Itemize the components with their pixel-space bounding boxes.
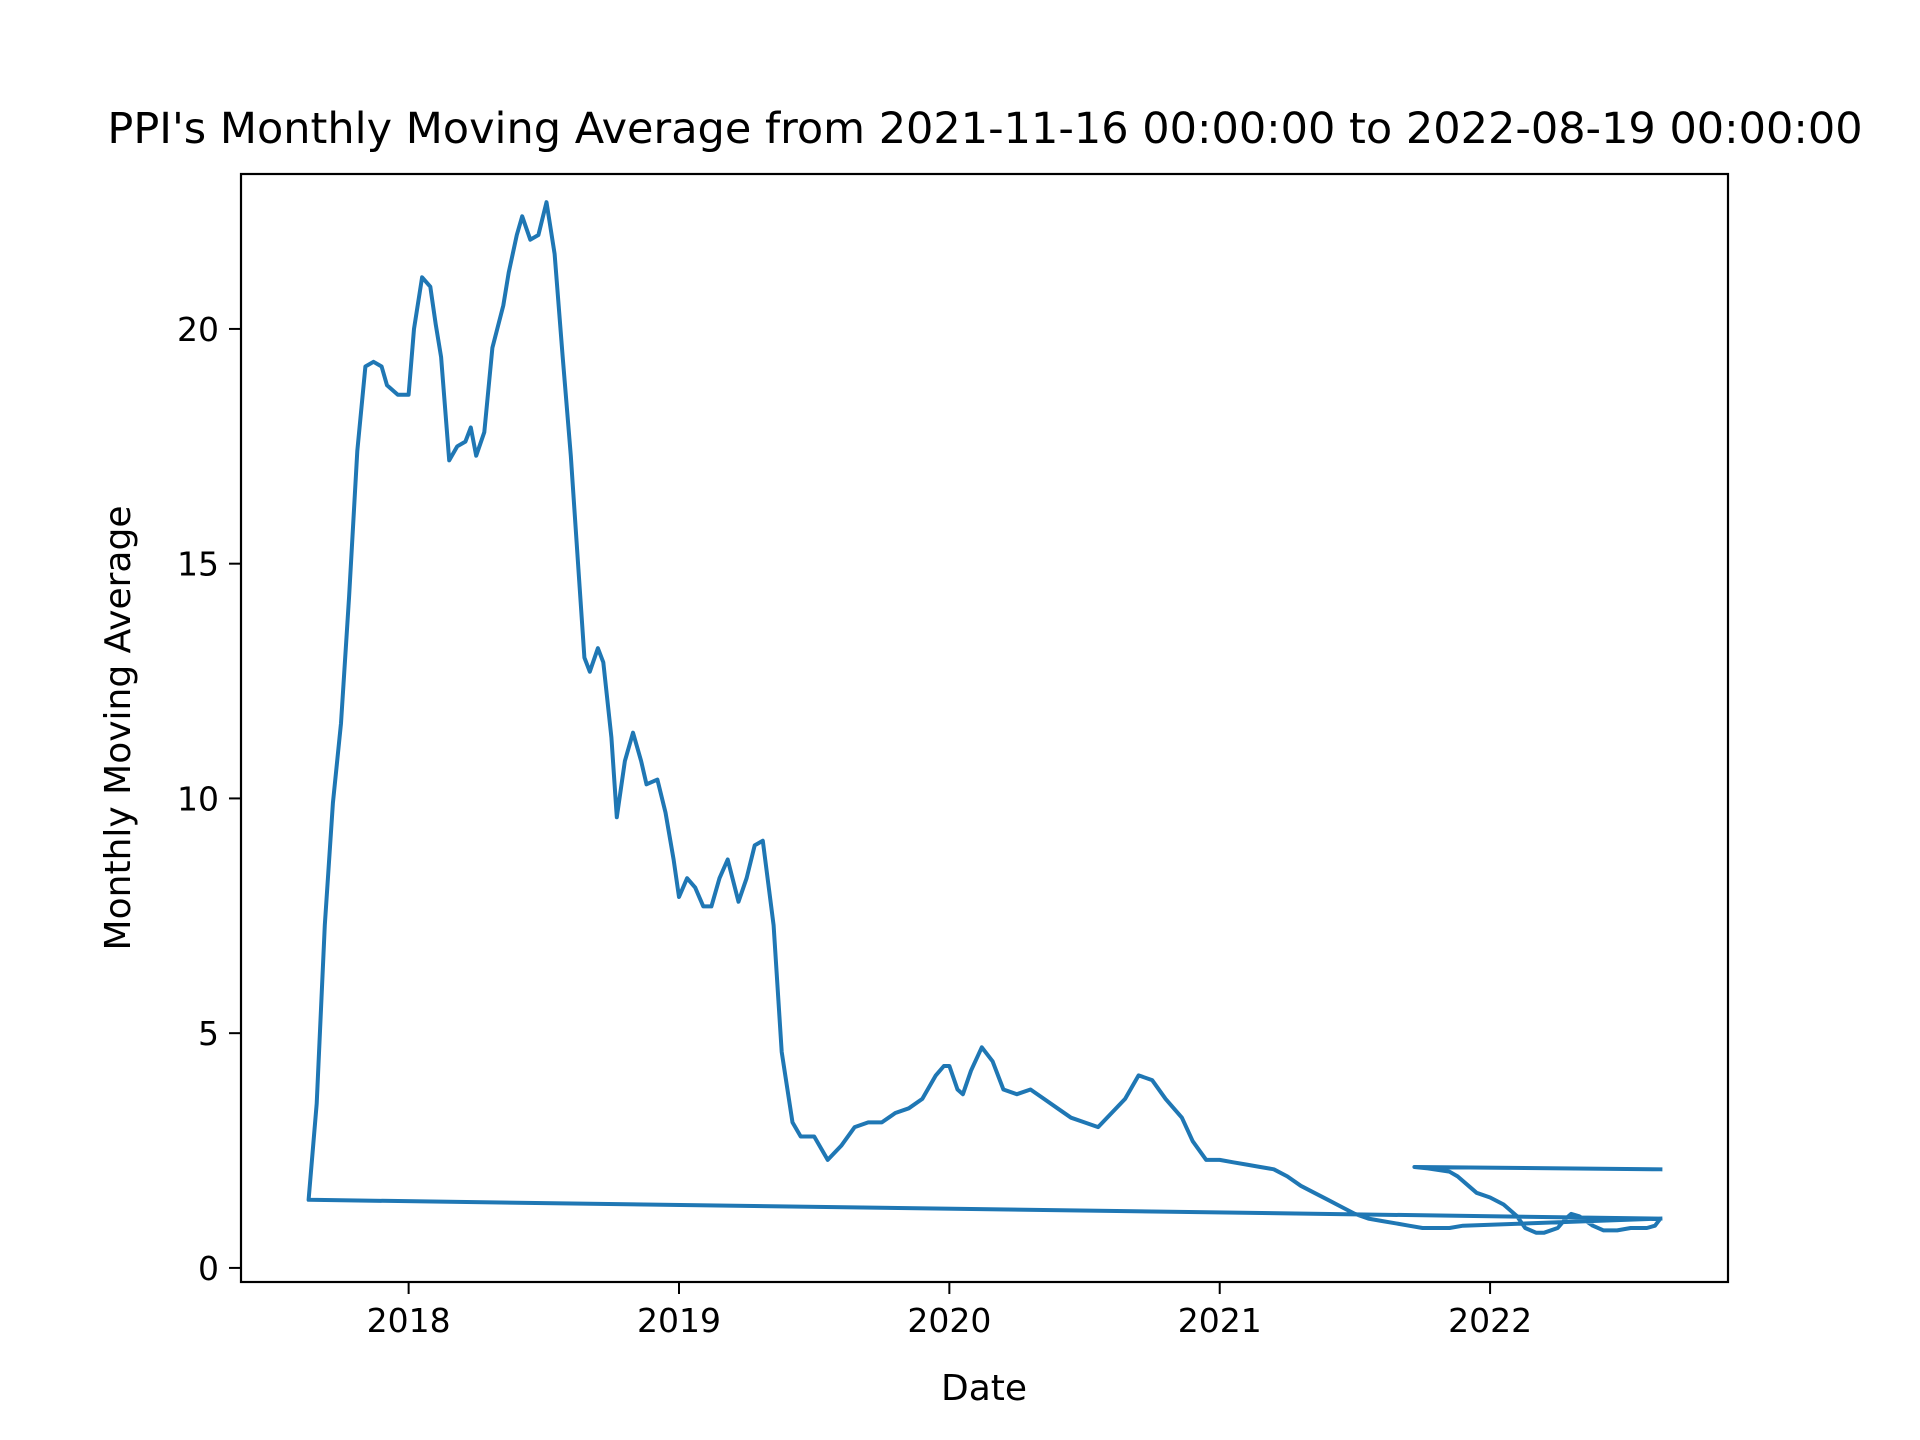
y-axis: 0 5 10 15 20 [177,310,241,1288]
y-axis-label: Monthly Moving Average [98,506,139,951]
x-axis-label: Date [941,1368,1027,1409]
x-axis: 2018 2019 2020 2021 2022 [367,1282,1532,1340]
x-tick-label: 2021 [1178,1301,1262,1340]
plot-area [306,200,1663,1235]
y-tick-label: 10 [177,779,219,818]
y-tick-label: 5 [198,1014,219,1053]
series-line-0 [306,200,1663,1235]
x-tick-label: 2018 [367,1301,451,1340]
chart-title: PPI's Monthly Moving Average from 2021-1… [107,104,1862,154]
x-tick-label: 2022 [1448,1301,1532,1340]
x-tick-label: 2020 [907,1301,991,1340]
y-tick-label: 20 [177,310,219,349]
x-tick-label: 2019 [637,1301,721,1340]
axes-frame [239,172,1730,1284]
y-tick-label: 15 [177,545,219,584]
y-tick-label: 0 [198,1249,219,1288]
